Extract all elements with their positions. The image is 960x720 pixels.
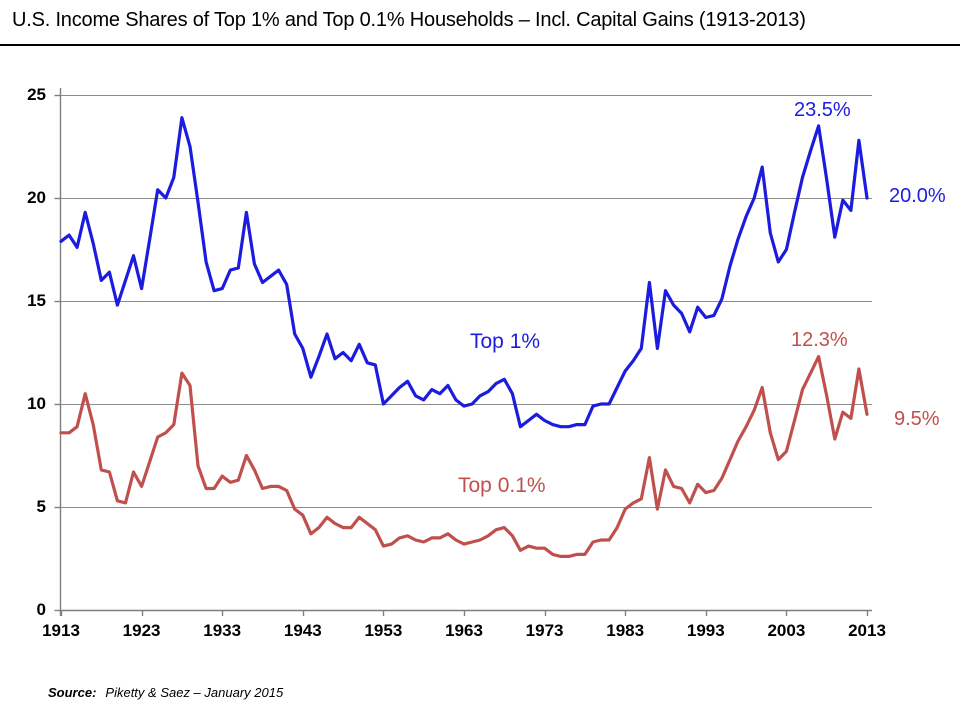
annotation-top1-end-value: 20.0% bbox=[889, 185, 946, 207]
x-axis-tick-label: 1963 bbox=[445, 621, 483, 640]
series-line-top-0-1-percent bbox=[59, 355, 869, 559]
x-axis-tick-label: 1993 bbox=[686, 621, 725, 640]
title-underline bbox=[0, 44, 960, 46]
series-label-top-0-1-percent: Top 0.1% bbox=[458, 474, 546, 497]
chart-title: U.S. Income Shares of Top 1% and Top 0.1… bbox=[12, 9, 806, 31]
x-axis-tick-label: 1953 bbox=[364, 621, 403, 640]
source-text: Piketty & Saez – January 2015 bbox=[105, 685, 284, 700]
x-axis-tick-label: 1923 bbox=[122, 621, 161, 640]
series-line-top-1-percent bbox=[59, 116, 869, 429]
y-axis-tick-label: 5 bbox=[36, 497, 46, 516]
y-axis-tick-label: 20 bbox=[27, 188, 46, 207]
annotation-top01-end-value: 9.5% bbox=[894, 408, 940, 430]
x-axis-tick-label: 1973 bbox=[525, 621, 564, 640]
source-label: Source: bbox=[48, 685, 97, 700]
series-label-top-1-percent: Top 1% bbox=[470, 330, 541, 353]
annotation-top01-peak-value: 12.3% bbox=[791, 329, 848, 351]
annotation-top1-peak-value: 23.5% bbox=[794, 99, 851, 121]
x-axis-tick-label: 1913 bbox=[42, 621, 80, 640]
y-axis-tick-label: 10 bbox=[27, 394, 46, 413]
x-axis-tick-label: 2003 bbox=[767, 621, 806, 640]
x-axis-tick-label: 1933 bbox=[203, 621, 242, 640]
x-axis-tick-label: 1943 bbox=[283, 621, 322, 640]
y-axis-tick-label: 25 bbox=[27, 85, 46, 104]
source-line: Source: Piketty & Saez – January 2015 bbox=[48, 685, 283, 700]
x-axis-tick-label: 2013 bbox=[848, 621, 886, 640]
x-axis-tick-label: 1983 bbox=[606, 621, 645, 640]
y-axis-tick-label: 0 bbox=[36, 600, 46, 619]
y-axis-tick-label: 15 bbox=[27, 291, 46, 310]
